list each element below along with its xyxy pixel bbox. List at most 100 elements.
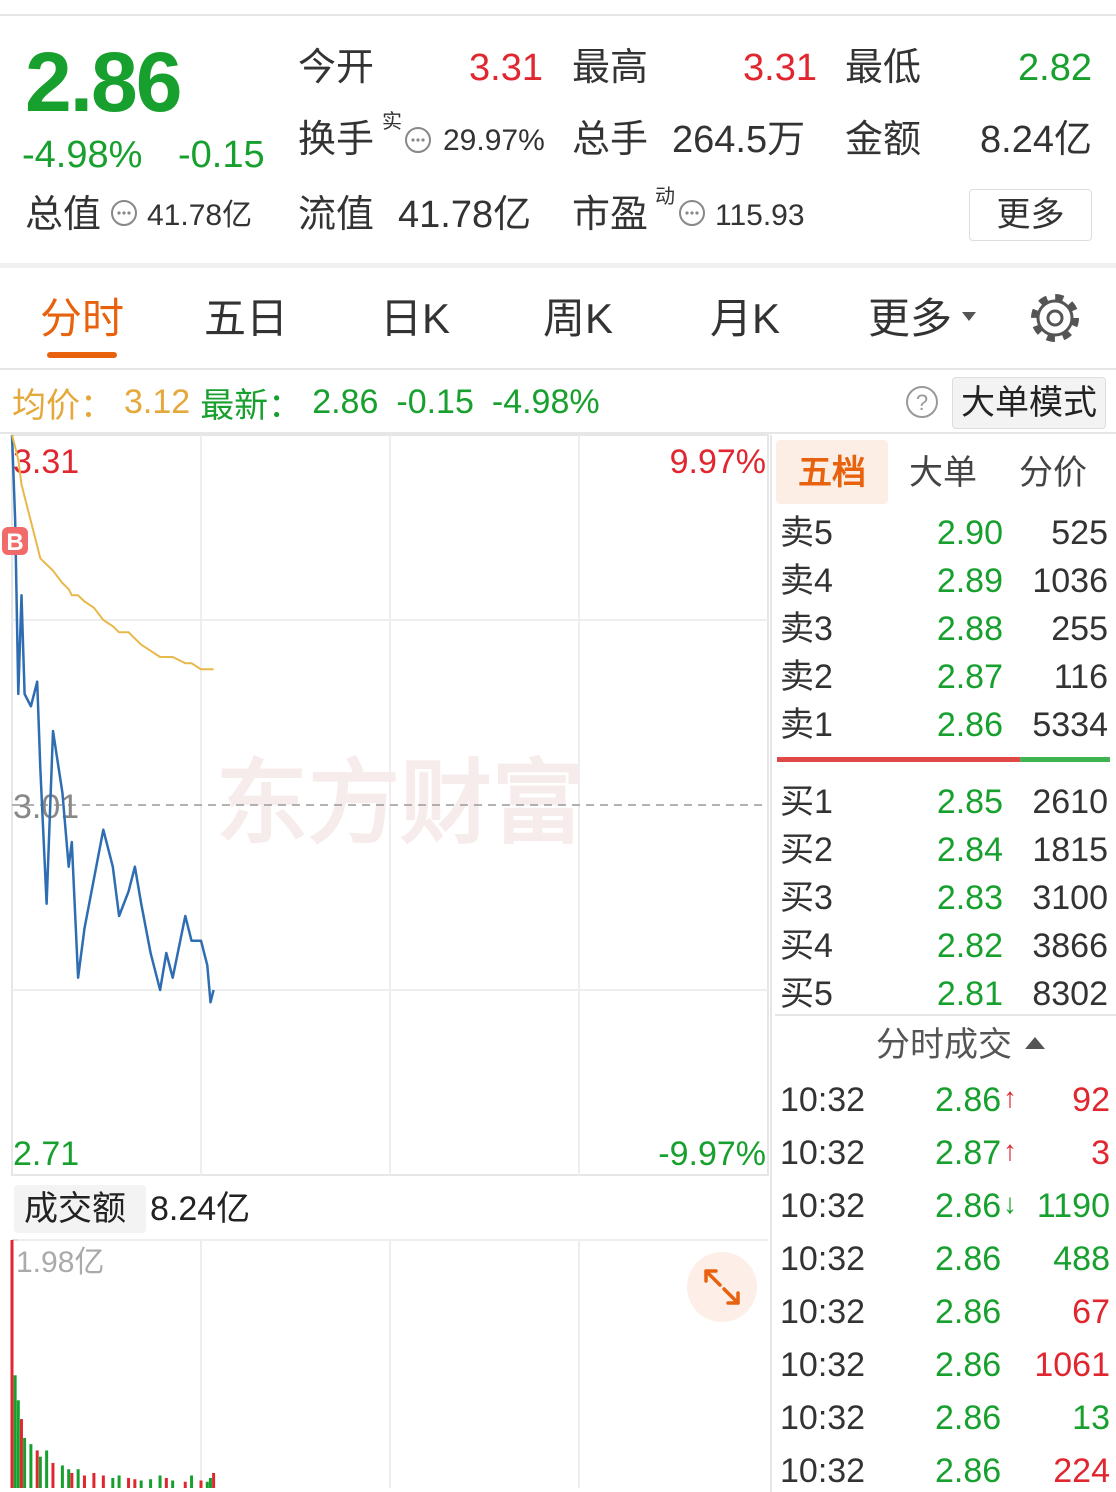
more-button[interactable]: 更多 xyxy=(969,189,1092,241)
book-volume: 8302 xyxy=(1032,975,1108,1013)
info-icon xyxy=(111,200,137,226)
y-tick-label: 3.31 xyxy=(13,443,79,481)
trade-price: 2.86 xyxy=(935,1399,1002,1437)
stat-label: 总手 xyxy=(572,118,649,161)
volume-bar xyxy=(67,1469,71,1488)
change: -0.15 xyxy=(178,133,265,176)
icon-ring xyxy=(111,200,137,226)
volume-bar xyxy=(205,1481,209,1488)
stat-label: 最低 xyxy=(845,46,922,89)
y-tick-label: 2.71 xyxy=(13,1135,79,1173)
gear-teeth xyxy=(1031,294,1079,342)
stat-value: 264.5万 xyxy=(672,118,806,161)
trade-direction: ↓ xyxy=(1003,1188,1017,1219)
help-ring xyxy=(906,386,938,418)
volume-bar xyxy=(51,1462,55,1488)
period-tab[interactable]: 更多 xyxy=(867,294,952,342)
volume-bar xyxy=(60,1465,64,1488)
book-level: 买1 xyxy=(780,783,833,821)
icon-ring xyxy=(405,127,431,153)
icon-dot xyxy=(685,211,689,215)
stat-value: 3.31 xyxy=(743,46,817,89)
trade-price: 2.86 xyxy=(935,1187,1002,1225)
stat-label: 最高 xyxy=(572,46,649,89)
trade-volume: 3 xyxy=(1091,1134,1110,1172)
stat-value: 41.78亿 xyxy=(398,193,532,236)
volume-bar xyxy=(208,1477,212,1488)
volume-bar xyxy=(158,1475,162,1488)
icon-dot xyxy=(690,211,694,215)
book-tab[interactable]: 大单 xyxy=(909,454,977,492)
trade-volume: 92 xyxy=(1072,1081,1110,1119)
book-volume: 2610 xyxy=(1032,783,1108,821)
stat-label: 今开 xyxy=(298,46,375,89)
volume-bar xyxy=(19,1419,23,1488)
volume-bar xyxy=(70,1472,74,1488)
book-price: 2.83 xyxy=(936,879,1003,917)
volume-bar xyxy=(101,1475,105,1488)
period-tab[interactable]: 月K xyxy=(709,294,780,342)
ask-strength-bar xyxy=(1020,757,1110,762)
icon-dot xyxy=(695,211,699,215)
volume-bar xyxy=(127,1477,131,1488)
info-icon xyxy=(405,127,431,153)
icon-dot xyxy=(411,138,415,142)
volume-bar xyxy=(190,1475,194,1488)
volume-bar xyxy=(149,1479,153,1488)
trade-direction: ↑ xyxy=(1003,1082,1017,1113)
volume-tick-label: 1.98亿 xyxy=(16,1246,104,1279)
book-price: 2.86 xyxy=(936,706,1003,744)
book-volume: 116 xyxy=(1053,658,1108,696)
stat-value: 29.97% xyxy=(443,123,545,157)
period-tab[interactable]: 五日 xyxy=(203,294,288,342)
watermark: 东方财富 xyxy=(216,753,584,855)
book-price: 2.85 xyxy=(936,783,1003,821)
info-icon xyxy=(679,200,705,226)
mode-button[interactable]: 大单模式 xyxy=(952,377,1106,429)
book-level: 买3 xyxy=(780,879,833,917)
book-level: 卖5 xyxy=(780,514,833,552)
icon-dot xyxy=(416,138,420,142)
average-line xyxy=(11,434,214,671)
volume-bar xyxy=(10,1240,14,1488)
book-tab[interactable]: 分价 xyxy=(1019,454,1087,492)
stat-value: 3.31 xyxy=(469,46,543,89)
volume-bar xyxy=(13,1375,17,1488)
volume-bar xyxy=(29,1444,33,1488)
expand-arrows xyxy=(704,1269,740,1305)
book-level: 买4 xyxy=(780,927,833,965)
info-bar: 均价： 3.12 最新： 2.86 -0.15 -4.98% xyxy=(12,378,600,426)
book-tab[interactable]: 五档 xyxy=(798,454,866,492)
period-tab[interactable]: 日K xyxy=(379,294,450,342)
volume-bar xyxy=(92,1472,96,1488)
trade-time: 10:32 xyxy=(780,1452,866,1490)
trade-volume: 13 xyxy=(1072,1399,1110,1437)
book-level: 买5 xyxy=(780,975,833,1013)
section-separator xyxy=(0,263,1116,268)
stat-label: 总值 xyxy=(25,193,102,236)
info-change: -0.15 xyxy=(396,382,474,421)
book-price: 2.84 xyxy=(936,831,1003,869)
info-avg-label: 均价： xyxy=(12,386,114,425)
stat-label: 流值 xyxy=(298,193,375,236)
icon-dot xyxy=(127,211,131,215)
more-caret xyxy=(962,312,976,321)
book-price: 2.88 xyxy=(936,610,1003,648)
trade-volume: 224 xyxy=(1053,1452,1110,1490)
book-volume: 5334 xyxy=(1032,706,1108,744)
stat-value: 8.24亿 xyxy=(980,118,1092,161)
trade-time: 10:32 xyxy=(780,1346,866,1384)
trade-volume: 488 xyxy=(1053,1240,1110,1278)
stat-label: 金额 xyxy=(845,118,922,161)
expand-button[interactable] xyxy=(687,1252,757,1322)
volume-bar xyxy=(183,1481,187,1488)
period-tab[interactable]: 周K xyxy=(542,294,613,342)
period-tab[interactable]: 分时 xyxy=(39,294,124,342)
book-volume: 1036 xyxy=(1032,562,1108,600)
y-tick-label: 3.01 xyxy=(13,788,79,826)
volume-bar xyxy=(16,1400,20,1488)
trades-caret xyxy=(1025,1037,1045,1049)
volume-bar xyxy=(82,1475,86,1488)
book-level: 卖1 xyxy=(780,706,833,744)
trade-time: 10:32 xyxy=(780,1187,866,1225)
